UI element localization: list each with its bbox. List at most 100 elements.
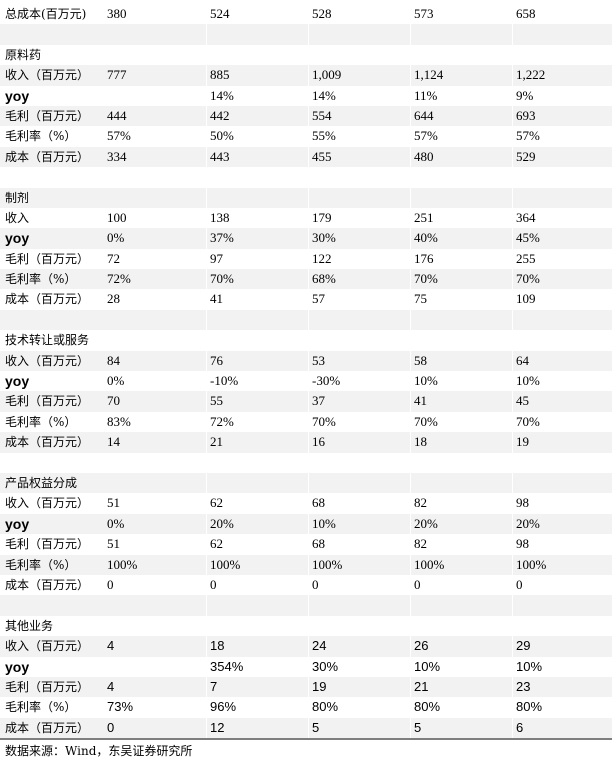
section-title: 技术转让或服务	[5, 333, 90, 348]
table-row: 总成本(百万元) 380 524 528 573 658	[0, 4, 612, 25]
value-cell: 10%	[512, 371, 612, 392]
value-cell: 443	[206, 146, 308, 168]
value-cell: 5	[308, 717, 410, 739]
value-cell: 10%	[410, 656, 512, 677]
table-row: 成本（百万元） 0 0 0 0 0	[0, 574, 612, 596]
value-cell	[410, 309, 512, 331]
value-cell: 37	[308, 391, 410, 412]
value-cell: 528	[308, 4, 410, 25]
value-cell: 98	[512, 493, 612, 514]
table-row: 毛利率（%） 57% 50% 55% 57% 57%	[0, 126, 612, 147]
value-cell	[512, 330, 612, 351]
table-row: yoy 0% 20% 10% 20% 20%	[0, 513, 612, 535]
value-cell: 10%	[410, 371, 512, 392]
value-cell: 9%	[512, 85, 612, 106]
value-cell: 19	[308, 676, 410, 698]
value-cell: 658	[512, 4, 612, 25]
row-label: 成本（百万元）	[5, 720, 90, 735]
value-cell	[104, 657, 206, 677]
value-cell: 380	[107, 6, 127, 21]
table-row: yoy 354% 30% 10% 10%	[0, 656, 612, 677]
spacer-row	[0, 595, 612, 616]
value-cell	[308, 330, 410, 351]
value-cell: 1,124	[410, 65, 512, 86]
value-cell: 51	[107, 536, 120, 552]
value-cell: 40%	[410, 228, 512, 249]
value-cell: 28	[107, 291, 120, 307]
value-cell: 64	[512, 350, 612, 372]
value-cell	[308, 595, 410, 616]
value-cell: 12	[206, 717, 308, 739]
row-label: 毛利率（%）	[5, 129, 77, 144]
value-cell: 30%	[308, 228, 410, 249]
value-cell	[512, 24, 612, 45]
row-label: 成本（百万元）	[5, 292, 90, 307]
value-cell: 84	[107, 352, 120, 368]
spacer-row	[0, 452, 612, 473]
value-cell: 58	[410, 350, 512, 372]
row-label: 毛利（百万元）	[5, 679, 90, 694]
value-cell: 6	[512, 717, 612, 739]
value-cell: 5	[410, 717, 512, 739]
value-cell	[512, 44, 612, 66]
value-cell: 251	[410, 207, 512, 229]
row-label: yoy	[5, 373, 30, 390]
value-cell	[206, 452, 308, 473]
value-cell: 57%	[512, 126, 612, 147]
value-cell: 885	[206, 65, 308, 86]
value-cell	[410, 452, 512, 473]
value-cell: 109	[512, 289, 612, 310]
value-cell	[308, 44, 410, 66]
value-cell: 18	[410, 432, 512, 453]
row-label: yoy	[5, 230, 30, 247]
row-label: 毛利（百万元）	[5, 394, 90, 409]
value-cell	[410, 472, 512, 494]
value-cell: 0	[107, 719, 115, 735]
row-label: 毛利（百万元）	[5, 251, 90, 266]
value-cell: 80%	[410, 697, 512, 718]
value-cell	[104, 330, 206, 350]
value-cell: 70%	[410, 411, 512, 433]
value-cell: 21	[206, 432, 308, 453]
value-cell: 255	[512, 248, 612, 270]
value-cell: 0	[206, 574, 308, 596]
row-label	[0, 453, 104, 473]
value-cell	[206, 615, 308, 637]
value-cell: 24	[308, 636, 410, 657]
table-row: yoy 0% -10% -30% 10% 10%	[0, 371, 612, 392]
table-row: yoy 0% 37% 30% 40% 45%	[0, 228, 612, 249]
row-label: 成本（百万元）	[5, 577, 90, 592]
value-cell: 0%	[107, 230, 125, 246]
table-row: 毛利（百万元） 51 62 68 82 98	[0, 534, 612, 555]
table-row: 收入（百万元） 84 76 53 58 64	[0, 350, 612, 372]
value-cell	[308, 615, 410, 637]
table-row: 收入（百万元） 777 885 1,009 1,124 1,222	[0, 65, 612, 86]
row-label: 毛利率（%）	[5, 414, 77, 429]
value-cell: 68	[308, 534, 410, 555]
value-cell: 18	[206, 636, 308, 657]
value-cell	[308, 24, 410, 45]
value-cell: 524	[206, 4, 308, 25]
row-label	[0, 310, 104, 330]
value-cell	[512, 452, 612, 473]
value-cell: 53	[308, 350, 410, 372]
value-cell: 10%	[512, 656, 612, 677]
table-row: 收入（百万元） 4 18 24 26 29	[0, 636, 612, 657]
value-cell	[512, 309, 612, 331]
value-cell	[308, 472, 410, 494]
financial-table: 总成本(百万元) 380 524 528 573 658 原料药 收入（百万元） 777 885 1…	[0, 4, 612, 739]
table-row: 毛利率（%） 83% 72% 70% 70% 70%	[0, 411, 612, 433]
value-cell: 644	[410, 105, 512, 127]
value-cell: 41	[410, 391, 512, 412]
value-cell: 83%	[107, 413, 131, 429]
spacer-row	[0, 24, 612, 45]
value-cell: 55%	[308, 126, 410, 147]
value-cell: 100%	[512, 554, 612, 575]
row-label: yoy	[5, 658, 30, 675]
value-cell	[308, 167, 410, 188]
value-cell: 70	[107, 393, 120, 409]
row-label: 毛利率（%）	[5, 272, 77, 287]
source-note: 数据来源：Wind，东吴证券研究所	[5, 744, 193, 758]
table-row: 毛利（百万元） 4 7 19 21 23	[0, 676, 612, 698]
table-row: 成本（百万元） 14 21 16 18 19	[0, 432, 612, 453]
